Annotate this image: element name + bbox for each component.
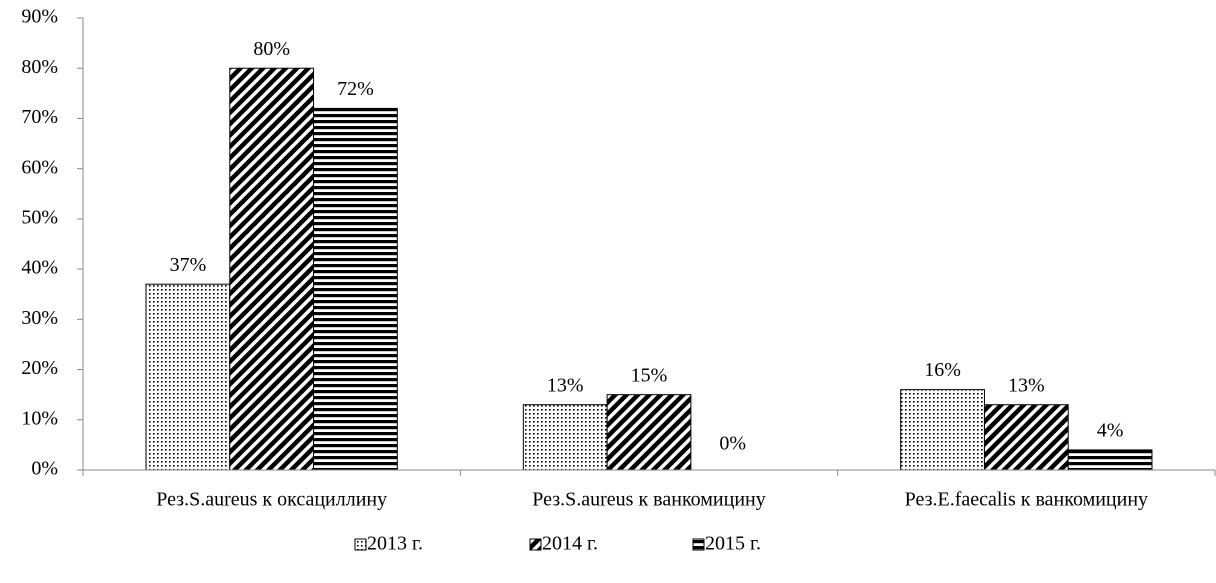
y-tick-label: 20% [21, 357, 58, 379]
bar [145, 283, 231, 471]
value-label: 15% [631, 364, 668, 386]
y-tick-label: 40% [21, 257, 58, 279]
legend-item: 2015 г. [692, 533, 761, 555]
legend-label: 2013 г. [367, 533, 423, 555]
value-label: 72% [337, 78, 374, 100]
value-label: 80% [253, 38, 290, 60]
legend-item: 2014 г. [529, 533, 598, 555]
legend-swatch [529, 538, 542, 551]
y-tick-label: 70% [21, 106, 58, 128]
legend-item: 2013 г. [354, 533, 423, 555]
bar [983, 404, 1069, 471]
legend-swatch [354, 538, 367, 551]
bar [229, 67, 315, 471]
x-tick-label: Рез.S.aureus к ванкомицину [532, 489, 765, 511]
value-label: 13% [547, 374, 584, 396]
bar [1067, 449, 1153, 471]
y-tick-label: 90% [21, 6, 58, 28]
bar [606, 394, 692, 471]
x-tick-label: Рез.E.faecalis к ванкомицину [905, 489, 1148, 511]
value-label: 13% [1008, 374, 1045, 396]
y-tick-label: 0% [31, 458, 58, 480]
bar [313, 107, 398, 471]
x-tick-label: Рез.S.aureus к оксациллину [156, 489, 387, 511]
y-tick-label: 60% [21, 156, 58, 178]
y-tick-label: 50% [21, 206, 58, 228]
y-tick-label: 30% [21, 307, 58, 329]
value-label: 37% [170, 254, 207, 276]
y-tick-label: 10% [21, 407, 58, 429]
value-label: 0% [719, 433, 746, 455]
value-label: 16% [924, 359, 961, 381]
bar [522, 404, 608, 471]
legend-swatch [692, 538, 705, 551]
y-tick-label: 80% [21, 56, 58, 78]
legend-label: 2015 г. [705, 533, 761, 555]
bar [900, 389, 985, 471]
value-label: 4% [1097, 420, 1124, 442]
legend-label: 2014 г. [542, 533, 598, 555]
